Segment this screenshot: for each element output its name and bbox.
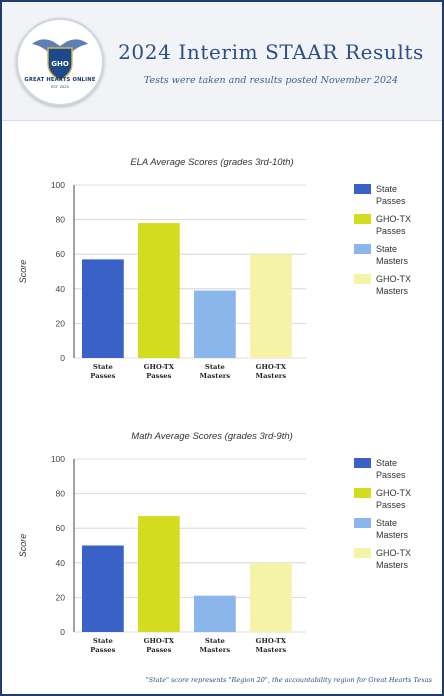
ela-chart: ELA Average Scores (grades 3rd-10th) Scor…	[2, 152, 442, 402]
x-tick-label: State	[205, 363, 226, 371]
logo-est: EST. 2020	[24, 85, 96, 89]
legend-label: Passes	[376, 196, 406, 206]
legend-label: Passes	[376, 226, 406, 236]
y-tick-label: 40	[56, 284, 66, 294]
header: GHO GREAT HEARTS ONLINE EST. 2020 2024 I…	[2, 2, 442, 121]
school-logo: GHO GREAT HEARTS ONLINE EST. 2020	[16, 18, 104, 106]
x-tick-label: State	[93, 637, 114, 645]
bar-gho_masters	[250, 254, 292, 358]
x-tick-label: State	[205, 637, 226, 645]
legend-label: Masters	[376, 560, 409, 570]
legend-swatch	[354, 458, 371, 468]
logo-text: GREAT HEARTS ONLINE	[24, 77, 96, 83]
y-tick-label: 40	[56, 558, 66, 568]
y-tick-label: 0	[60, 353, 65, 363]
bar-gho_masters	[250, 563, 292, 632]
legend-label: State	[376, 518, 397, 528]
x-tick-label: Masters	[256, 372, 287, 380]
x-tick-label: GHO-TX	[256, 363, 287, 371]
x-tick-label: GHO-TX	[144, 637, 175, 645]
x-tick-label: Passes	[146, 646, 171, 654]
bar-state_masters	[194, 596, 236, 632]
x-tick-label: State	[93, 363, 114, 371]
legend-label: GHO-TX	[376, 488, 411, 498]
legend-swatch	[354, 488, 371, 498]
legend-swatch	[354, 548, 371, 558]
chart-title: Math Average Scores (grades 3rd-9th)	[131, 431, 293, 442]
x-tick-label: GHO-TX	[144, 363, 175, 371]
y-tick-label: 80	[56, 489, 66, 499]
y-tick-label: 60	[56, 249, 66, 259]
legend-label: Masters	[376, 256, 409, 266]
legend-label: GHO-TX	[376, 214, 411, 224]
bar-state_passes	[82, 259, 124, 358]
x-tick-label: Masters	[200, 372, 231, 380]
legend-swatch	[354, 244, 371, 254]
legend-swatch	[354, 518, 371, 528]
y-axis-label: Score	[18, 534, 28, 558]
page-title: 2024 Interim STAAR Results	[106, 40, 436, 64]
x-tick-label: Passes	[146, 372, 171, 380]
legend-label: State	[376, 458, 397, 468]
shield-icon: GHO	[18, 20, 102, 104]
x-tick-label: Masters	[200, 646, 231, 654]
legend-swatch	[354, 274, 371, 284]
bar-gho_passes	[138, 516, 180, 632]
footnote: "State" score represents "Region 20", th…	[12, 676, 432, 684]
y-tick-label: 0	[60, 627, 65, 637]
logo-monogram: GHO	[51, 60, 69, 68]
x-tick-label: GHO-TX	[256, 637, 287, 645]
legend-label: Masters	[376, 286, 409, 296]
bar-state_masters	[194, 291, 236, 358]
legend-label: Masters	[376, 530, 409, 540]
legend-swatch	[354, 184, 371, 194]
legend-label: Passes	[376, 500, 406, 510]
y-tick-label: 80	[56, 215, 66, 225]
y-tick-label: 20	[56, 318, 66, 328]
legend-label: Passes	[376, 470, 406, 480]
y-axis-label: Score	[18, 260, 28, 284]
legend-label: State	[376, 184, 397, 194]
x-tick-label: Passes	[90, 646, 115, 654]
y-tick-label: 100	[51, 454, 65, 464]
y-tick-label: 100	[51, 180, 65, 190]
bar-state_passes	[82, 546, 124, 633]
legend-label: State	[376, 244, 397, 254]
bar-gho_passes	[138, 223, 180, 358]
x-tick-label: Passes	[90, 372, 115, 380]
legend-swatch	[354, 214, 371, 224]
legend-label: GHO-TX	[376, 548, 411, 558]
chart-title: ELA Average Scores (grades 3rd-10th)	[130, 157, 293, 168]
y-tick-label: 20	[56, 592, 66, 602]
math-chart: Math Average Scores (grades 3rd-9th) Scor…	[2, 426, 442, 676]
y-tick-label: 60	[56, 523, 66, 533]
page-subtitle: Tests were taken and results posted Nove…	[106, 75, 436, 86]
legend-label: GHO-TX	[376, 274, 411, 284]
x-tick-label: Masters	[256, 646, 287, 654]
